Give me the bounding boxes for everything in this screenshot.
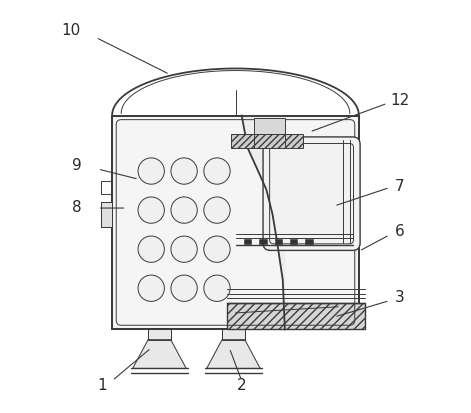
Text: 10: 10 [61,23,81,38]
Bar [222,330,245,340]
Bar [101,202,112,227]
Circle shape [138,275,164,301]
Circle shape [138,197,164,224]
Bar [148,330,171,340]
Circle shape [204,275,230,301]
Circle shape [204,197,230,224]
Bar [101,202,112,227]
Polygon shape [133,340,186,368]
Text: 8: 8 [73,199,82,214]
Text: 2: 2 [237,377,246,392]
Bar [112,116,359,330]
Bar [148,330,171,340]
Polygon shape [242,116,285,330]
Circle shape [138,237,164,263]
Text: 3: 3 [395,289,405,304]
Bar [290,240,297,244]
Bar [231,135,303,149]
Bar [101,182,112,194]
FancyBboxPatch shape [263,138,360,251]
Bar [259,240,267,244]
Circle shape [171,237,197,263]
Text: 12: 12 [390,93,410,107]
Circle shape [171,197,197,224]
Bar [227,303,365,330]
Bar [254,119,285,135]
Text: 6: 6 [395,223,405,239]
Circle shape [171,159,197,185]
Bar [222,330,245,340]
Bar [275,240,282,244]
Text: 1: 1 [97,377,106,392]
Bar [244,240,251,244]
Text: 9: 9 [73,158,82,173]
Circle shape [171,275,197,301]
Circle shape [204,159,230,185]
Bar [112,116,359,330]
Polygon shape [207,340,260,368]
Bar [305,240,313,244]
Text: 7: 7 [395,178,405,193]
Circle shape [204,237,230,263]
Circle shape [138,159,164,185]
